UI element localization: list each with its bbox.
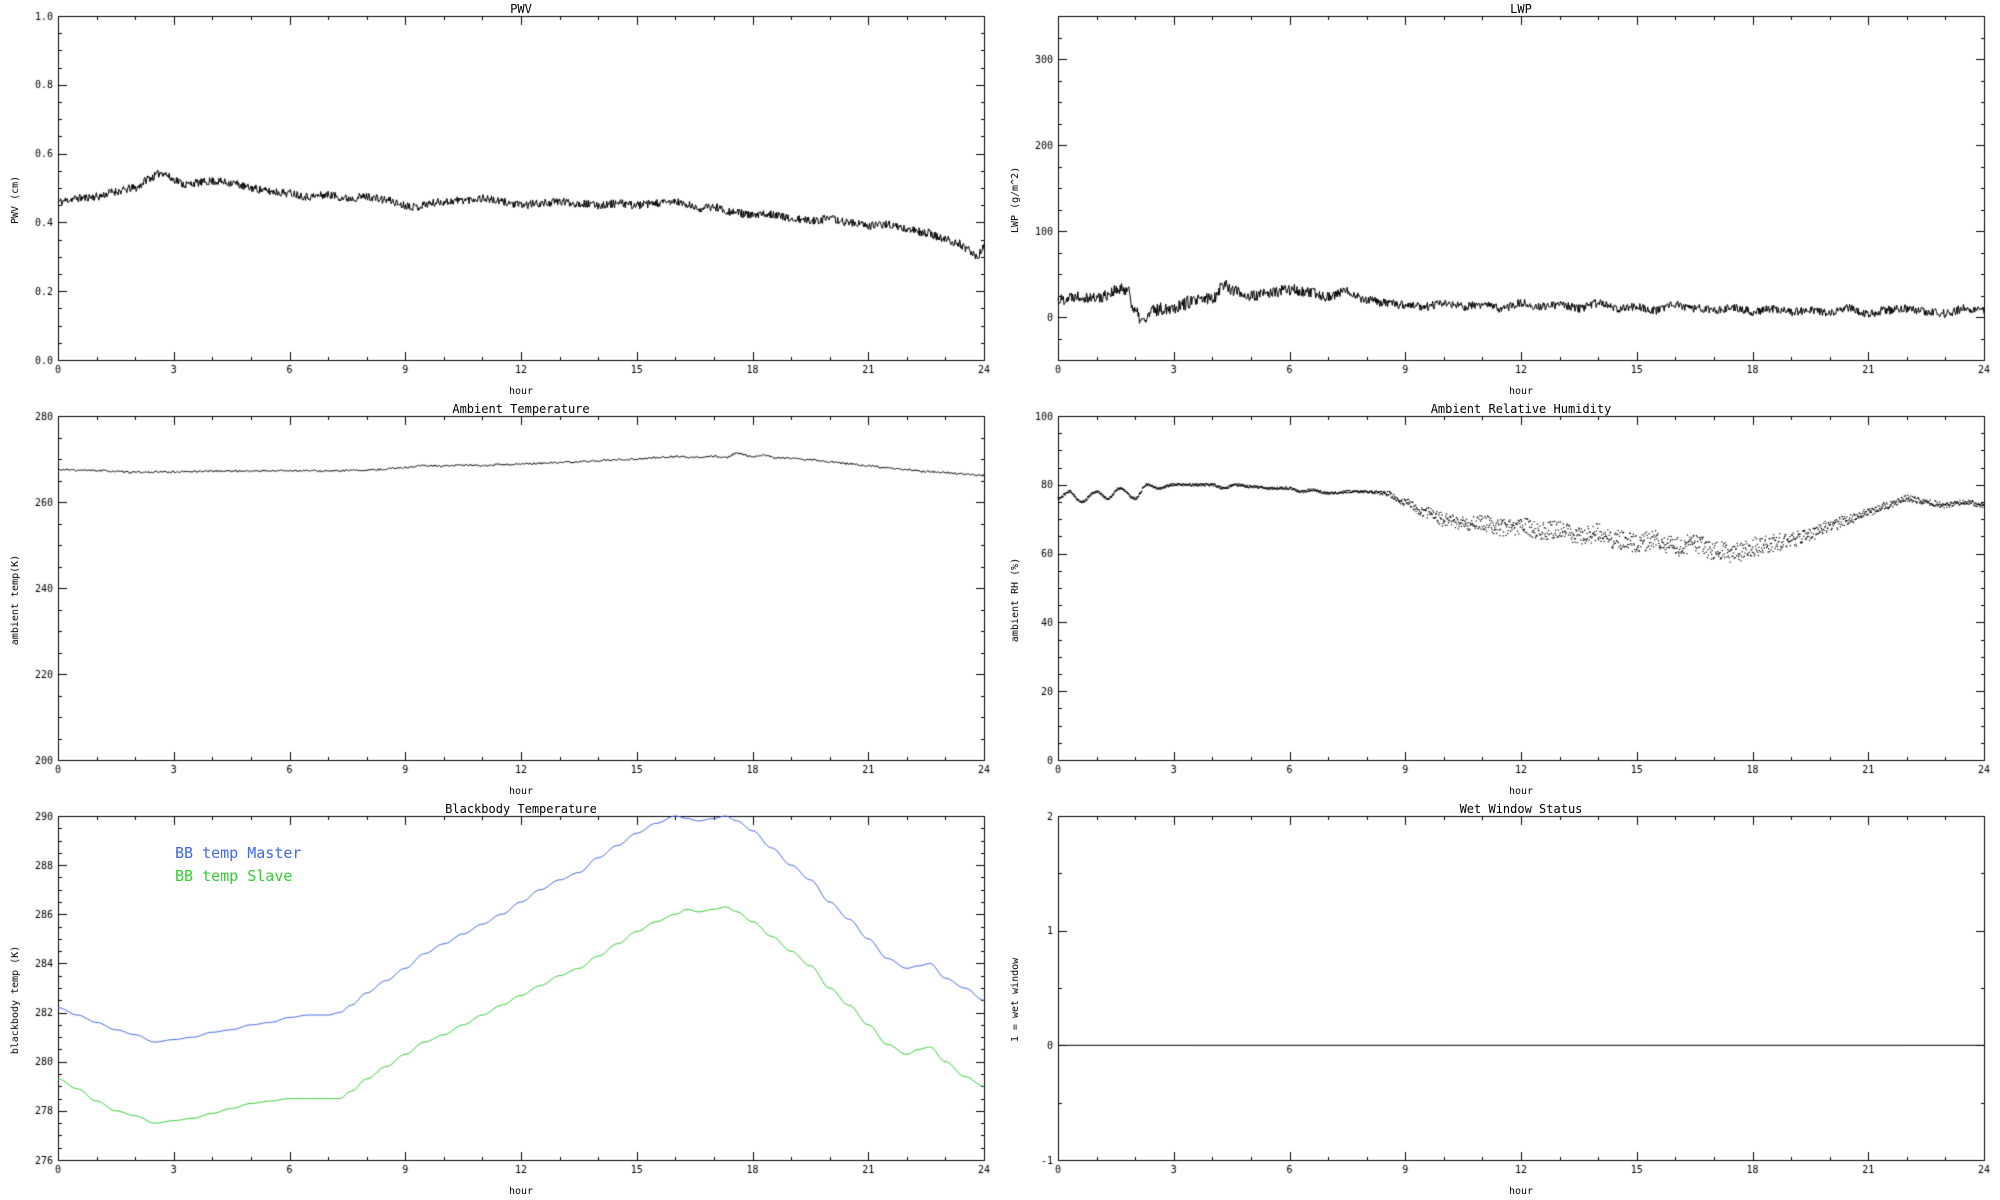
lwp-plot-canvas bbox=[1000, 0, 2000, 400]
wet-window-status-plot-canvas bbox=[1000, 800, 2000, 1200]
pwv-y-axis-label: PWV (cm) bbox=[10, 175, 21, 225]
legend-bb-temp-master: BB temp Master bbox=[175, 844, 302, 862]
wet-window-status-panel: Wet Window Status 1 = wet window hour bbox=[1000, 800, 2000, 1200]
pwv-panel: PWV PWV (cm) hour bbox=[0, 0, 1000, 400]
ambient-temperature-y-axis-label: ambient temp(K) bbox=[10, 554, 21, 646]
wet-window-status-y-axis-label: 1 = wet window bbox=[1010, 957, 1021, 1043]
legend-bb-temp-slave: BB temp Slave bbox=[175, 867, 293, 885]
wet-window-status-x-axis-label: hour bbox=[1508, 1186, 1534, 1197]
lwp-chart-title: LWP bbox=[1510, 2, 1532, 16]
lwp-panel: LWP LWP (g/m^2) hour bbox=[1000, 0, 2000, 400]
lwp-y-axis-label: LWP (g/m^2) bbox=[1010, 166, 1021, 234]
blackbody-temperature-x-axis-label: hour bbox=[508, 1186, 534, 1197]
pwv-plot-canvas bbox=[0, 0, 1000, 400]
blackbody-temperature-legend: BB temp Master BB temp Slave bbox=[175, 842, 301, 888]
ambient-relative-humidity-x-axis-label: hour bbox=[1508, 786, 1534, 797]
ambient-temperature-x-axis-label: hour bbox=[508, 786, 534, 797]
ambient-temperature-plot-canvas bbox=[0, 400, 1000, 800]
ambient-relative-humidity-chart-title: Ambient Relative Humidity bbox=[1430, 402, 1612, 416]
blackbody-temperature-panel: Blackbody Temperature blackbody temp (K)… bbox=[0, 800, 1000, 1200]
blackbody-temperature-y-axis-label: blackbody temp (K) bbox=[10, 945, 21, 1055]
blackbody-temperature-chart-title: Blackbody Temperature bbox=[445, 802, 597, 816]
pwv-x-axis-label: hour bbox=[508, 386, 534, 397]
ambient-relative-humidity-panel: Ambient Relative Humidity ambient RH (%)… bbox=[1000, 400, 2000, 800]
ambient-temperature-panel: Ambient Temperature ambient temp(K) hour bbox=[0, 400, 1000, 800]
ambient-temperature-chart-title: Ambient Temperature bbox=[452, 402, 590, 416]
ambient-relative-humidity-plot-canvas bbox=[1000, 400, 2000, 800]
blackbody-temperature-plot-canvas bbox=[0, 800, 1000, 1200]
wet-window-status-chart-title: Wet Window Status bbox=[1459, 802, 1583, 816]
lwp-x-axis-label: hour bbox=[1508, 386, 1534, 397]
pwv-chart-title: PWV bbox=[510, 2, 532, 16]
ambient-relative-humidity-y-axis-label: ambient RH (%) bbox=[1010, 557, 1021, 643]
